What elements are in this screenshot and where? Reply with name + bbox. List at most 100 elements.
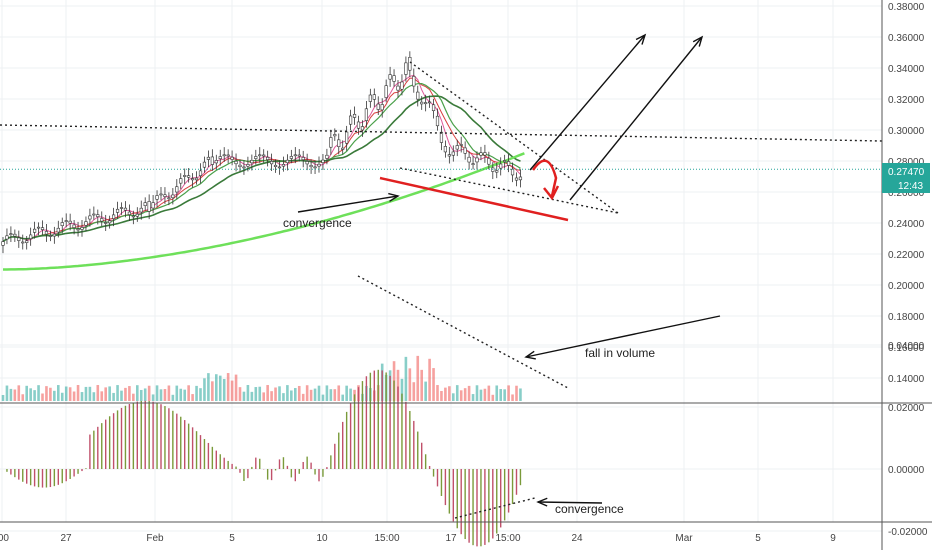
breakout-arrow-2-head <box>692 35 704 47</box>
volume-bar <box>301 393 305 401</box>
candle-body <box>198 170 203 177</box>
moving-average-line <box>2 77 521 243</box>
volume-bar <box>132 393 135 401</box>
candle-body <box>451 151 455 156</box>
candle-body <box>348 115 353 125</box>
candle-body <box>167 197 171 200</box>
candle-body <box>503 160 507 163</box>
volume-bar <box>215 374 218 401</box>
candle-body <box>80 227 84 230</box>
candle-body <box>317 163 321 167</box>
candle-body <box>269 161 274 165</box>
volume-bar <box>64 386 68 401</box>
candle-body <box>495 170 499 173</box>
candle-body <box>439 131 444 143</box>
candle-body <box>404 62 408 75</box>
volume-bar <box>412 382 416 401</box>
candle-body <box>487 158 491 165</box>
volume-bar <box>475 385 479 401</box>
volume-bar <box>76 385 80 401</box>
candle-body <box>242 166 246 169</box>
red-arrowhead <box>543 185 560 201</box>
time-tick-label: 27 <box>60 533 72 544</box>
candle-body <box>262 154 266 157</box>
volume-bar <box>242 391 246 401</box>
candle-body <box>108 220 112 224</box>
volume-bar <box>1 395 5 401</box>
volume-bar <box>515 385 518 401</box>
candle-body <box>44 231 49 235</box>
price-tick-label: 0.24000 <box>888 219 925 230</box>
volume-bar <box>171 394 175 401</box>
volume-bar <box>17 385 21 401</box>
horizontal-trendline <box>0 124 883 142</box>
volume-bar <box>159 389 163 401</box>
time-tick-label: 5 <box>755 533 761 544</box>
candle-body <box>388 74 392 80</box>
volume-bar <box>432 368 435 401</box>
volume-bar <box>503 389 506 401</box>
candle-body <box>151 202 155 209</box>
candle-body <box>139 207 143 213</box>
volume-arrow <box>525 315 721 358</box>
candle-body <box>56 227 60 233</box>
candle-body <box>246 164 250 167</box>
candle-body <box>222 154 226 157</box>
candle-body <box>119 207 124 209</box>
time-tick-label: 9 <box>830 533 836 544</box>
candle-body <box>447 154 451 157</box>
candle-body <box>471 163 475 165</box>
price-tick-label: 0.16000 <box>888 343 925 354</box>
candle-body <box>191 178 195 181</box>
volume-bar <box>143 388 147 401</box>
volume-bar <box>88 386 92 401</box>
volume-bar <box>108 386 111 401</box>
volume-bar <box>290 390 293 401</box>
volume-bar <box>507 385 510 401</box>
candle-body <box>431 104 436 112</box>
time-tick-label: Mar <box>675 533 693 544</box>
candle-body <box>5 235 9 240</box>
candle-body <box>463 147 467 154</box>
candle-body <box>384 85 388 98</box>
volume-bar <box>230 380 234 401</box>
candle-body <box>352 113 357 118</box>
volume-bar <box>187 385 190 401</box>
candle-body <box>218 156 222 159</box>
volume-bar <box>13 389 17 401</box>
candle-body <box>506 161 511 166</box>
candle-body <box>127 211 132 215</box>
moving-average-line <box>2 95 521 243</box>
candle-body <box>376 103 380 110</box>
volume-bar <box>487 385 491 401</box>
support-line <box>399 167 619 214</box>
volume-bar <box>92 392 96 401</box>
oscillator-convergence-arrow <box>537 501 603 504</box>
candle-body <box>254 156 258 159</box>
volume-bar <box>317 385 321 401</box>
volume-bar <box>444 387 447 401</box>
candle-body <box>455 145 459 150</box>
candle-body <box>48 235 52 237</box>
candle-body <box>159 193 163 196</box>
candle-body <box>32 228 37 233</box>
volume-bar <box>471 394 475 401</box>
candle-body <box>368 94 372 102</box>
volume-bar <box>297 385 301 401</box>
annotation-convergence-oscillator: convergence <box>555 502 624 516</box>
candle-body <box>84 221 88 226</box>
convergence-arrow <box>297 195 399 213</box>
candle-body <box>234 160 238 165</box>
price-tick-label: 0.36000 <box>888 33 925 44</box>
volume-bar <box>222 378 226 401</box>
oscillator-trendline <box>454 497 536 519</box>
candle-body <box>64 220 68 222</box>
annotation-convergence-price: convergence <box>283 216 352 230</box>
volume-bar <box>258 386 262 401</box>
volume-bar <box>234 374 238 401</box>
long-moving-average <box>3 152 525 271</box>
candle-body <box>155 195 159 200</box>
volume-bar <box>321 394 325 401</box>
